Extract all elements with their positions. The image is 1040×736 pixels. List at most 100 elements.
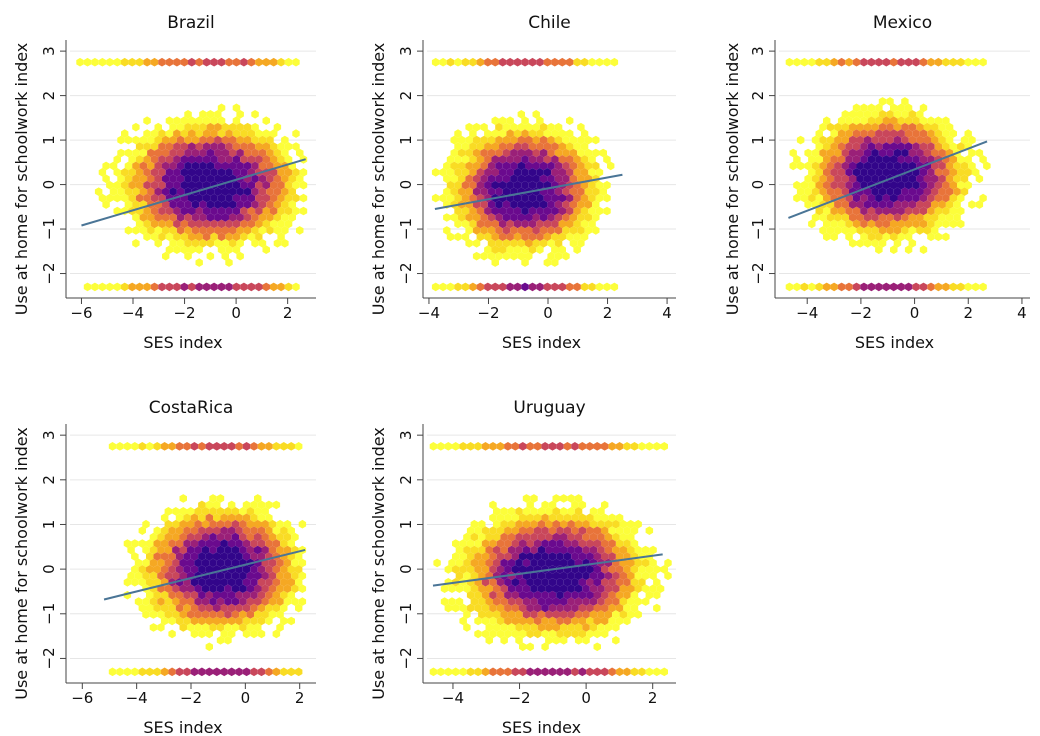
hex-bin <box>273 148 282 158</box>
hex-bin <box>277 168 285 177</box>
hex-bin <box>198 578 206 587</box>
hex-bin <box>578 526 587 535</box>
hex-bin <box>454 219 462 229</box>
hex-bin <box>270 57 278 67</box>
hex-bin <box>128 193 136 203</box>
hex-bin <box>461 206 470 216</box>
hex-bin <box>258 148 267 158</box>
hex-bin <box>547 239 555 248</box>
hex-bin <box>554 161 563 171</box>
hex-bin <box>863 148 872 158</box>
hex-bin <box>912 282 920 292</box>
hex-bin <box>168 616 176 626</box>
hex-bin <box>277 180 285 190</box>
hex-bin <box>630 526 639 535</box>
hex-bin <box>265 667 273 677</box>
hex-bin <box>507 610 516 619</box>
hex-bin <box>536 116 544 125</box>
hex-bin <box>589 519 598 529</box>
hex-bin <box>875 193 883 203</box>
hex-bin <box>901 187 909 196</box>
hex-bin <box>461 180 470 190</box>
hex-bin <box>653 565 661 574</box>
hex-bin <box>221 174 229 184</box>
hex-bin <box>217 142 226 151</box>
hex-bin <box>216 597 225 606</box>
hex-bin <box>511 603 519 613</box>
hex-bin <box>595 57 604 67</box>
hex-bin <box>493 532 501 542</box>
hex-bin <box>164 545 173 555</box>
hex-bin <box>837 116 846 125</box>
hex-bin <box>469 193 477 203</box>
hex-bin <box>511 442 519 451</box>
hex-bin <box>176 239 185 248</box>
x-tick-label: 2 <box>283 304 293 322</box>
hex-bin <box>554 213 563 222</box>
hex-bin <box>487 135 496 145</box>
hex-bin <box>247 57 256 67</box>
hex-bin <box>582 571 590 581</box>
y-tick-label: 3 <box>40 46 58 56</box>
hex-bin <box>153 552 161 561</box>
hex-bin <box>525 122 533 132</box>
hex-bin <box>934 232 943 242</box>
hex-bin <box>882 282 890 292</box>
hex-bin <box>292 282 300 292</box>
hex-bin <box>183 539 191 548</box>
hex-bin <box>878 97 887 106</box>
hex-bin <box>502 200 511 209</box>
hex-bin <box>459 442 467 451</box>
hex-bin <box>597 519 605 529</box>
hex-bin <box>815 193 823 203</box>
hex-bin <box>113 155 121 164</box>
hex-bin <box>227 603 236 613</box>
hex-bin <box>811 135 820 145</box>
hex-bin <box>288 200 296 209</box>
hex-bin <box>173 245 181 254</box>
hex-bin <box>551 193 559 203</box>
hex-bin <box>499 245 507 254</box>
hex-bin <box>495 213 503 222</box>
hex-bin <box>953 174 961 184</box>
hex-bin <box>295 565 303 574</box>
hex-bin <box>566 155 574 164</box>
hex-bin <box>653 667 661 677</box>
hex-bin <box>630 578 639 587</box>
hex-bin <box>461 219 470 229</box>
hex-bin <box>446 193 455 203</box>
hex-bin <box>574 494 583 503</box>
hex-bin <box>154 174 162 184</box>
hex-bin <box>465 239 473 248</box>
hex-bin <box>257 590 266 600</box>
hex-bin <box>199 200 207 209</box>
hex-bin <box>960 187 969 196</box>
hex-bin <box>823 180 831 190</box>
hex-bin <box>489 513 497 523</box>
hex-bin <box>128 155 136 164</box>
hex-bin <box>240 142 248 151</box>
hex-bin <box>856 213 864 222</box>
hex-bin <box>213 442 221 451</box>
hex-bin <box>206 161 215 171</box>
hex-bin <box>496 442 505 451</box>
x-tick-label: 2 <box>963 304 973 322</box>
hex-bin <box>574 597 583 606</box>
hex-bin <box>934 57 943 67</box>
hex-bin <box>205 667 213 677</box>
hex-bin <box>837 219 846 229</box>
hex-bin <box>216 532 225 542</box>
hex-bin <box>439 282 447 292</box>
hex-bin <box>506 129 514 138</box>
hex-bin <box>957 219 965 229</box>
hex-bin <box>458 148 466 158</box>
hex-bin <box>871 148 879 158</box>
hex-bin <box>521 116 529 125</box>
hex-bin <box>867 129 876 138</box>
hex-bin <box>474 442 482 451</box>
hex-bin <box>504 442 512 451</box>
hex-bin <box>513 57 522 67</box>
hex-bin <box>562 213 570 222</box>
hex-bin <box>510 251 518 261</box>
hex-bin <box>251 148 259 158</box>
